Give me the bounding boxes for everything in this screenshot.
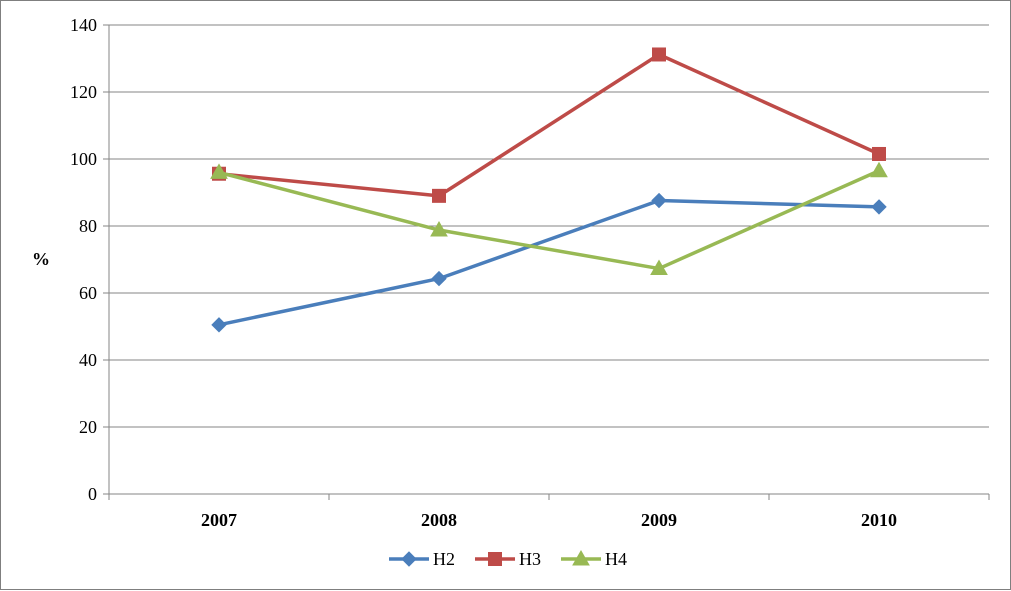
series-group bbox=[210, 47, 888, 333]
series-line-h3 bbox=[218, 52, 880, 198]
legend-item-h4: H4 bbox=[561, 549, 627, 569]
y-tick-label: 0 bbox=[88, 484, 97, 504]
data-point-h2 bbox=[431, 270, 447, 287]
y-tick-label: 20 bbox=[79, 417, 97, 437]
y-tick-labels: 0 20 40 60 80 100 120 140 bbox=[70, 15, 97, 504]
data-point-h4 bbox=[870, 161, 888, 178]
data-point-h4 bbox=[650, 259, 668, 276]
y-tick-label: 60 bbox=[79, 283, 97, 303]
series-h4 bbox=[210, 161, 888, 276]
y-tick-label: 40 bbox=[79, 350, 97, 370]
x-tick-labels: 2007 2008 2009 2010 bbox=[201, 510, 897, 530]
legend-label: H4 bbox=[605, 549, 627, 569]
series-h2 bbox=[211, 192, 887, 333]
y-tick-label: 140 bbox=[70, 15, 97, 35]
data-point-h4 bbox=[210, 163, 228, 179]
data-point-h2 bbox=[651, 192, 667, 209]
data-point-h3 bbox=[872, 146, 886, 161]
legend-item-h2: H2 bbox=[389, 549, 455, 569]
legend-item-h3: H3 bbox=[475, 549, 541, 569]
y-tick-label: 100 bbox=[70, 149, 97, 169]
legend-marker bbox=[401, 551, 417, 567]
x-tick-label: 2008 bbox=[421, 510, 457, 530]
y-tick-label: 120 bbox=[70, 82, 97, 102]
legend: H2 H3 H4 bbox=[389, 549, 627, 569]
data-point-h2 bbox=[211, 317, 227, 333]
x-tick-label: 2007 bbox=[201, 510, 237, 530]
legend-label: H3 bbox=[519, 549, 541, 569]
data-point-h4 bbox=[430, 221, 448, 237]
legend-marker bbox=[572, 549, 590, 566]
y-tick-label: 80 bbox=[79, 216, 97, 236]
x-tick-label: 2010 bbox=[861, 510, 897, 530]
y-axis-label: % bbox=[32, 249, 50, 269]
data-point-h3 bbox=[432, 188, 446, 203]
series-h3 bbox=[212, 47, 886, 203]
axes bbox=[103, 24, 990, 500]
gridlines bbox=[109, 24, 989, 428]
data-point-h3 bbox=[652, 47, 666, 62]
data-point-h2 bbox=[871, 199, 887, 215]
series-line-h4 bbox=[218, 169, 880, 271]
legend-marker bbox=[488, 552, 502, 566]
series-line-h2 bbox=[218, 198, 880, 327]
legend-label: H2 bbox=[433, 549, 455, 569]
x-tick-label: 2009 bbox=[641, 510, 677, 530]
